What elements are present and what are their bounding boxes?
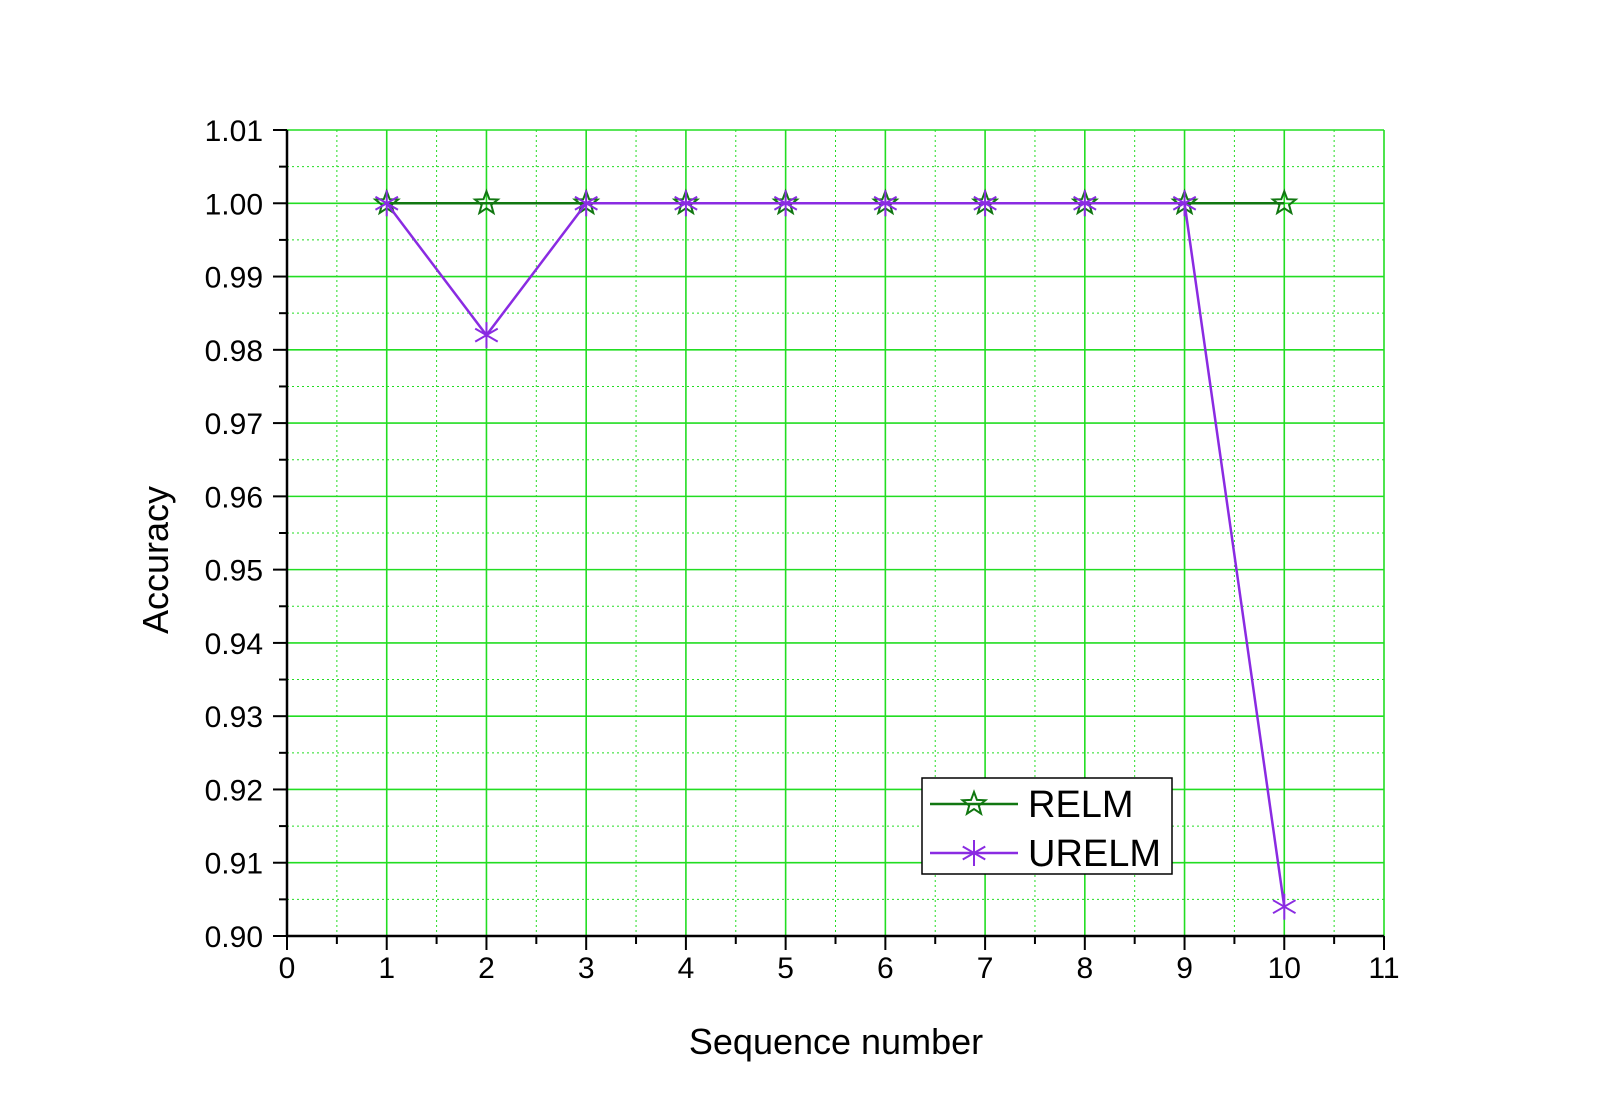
series-urelm [374, 190, 1297, 920]
urelm-point [674, 190, 698, 217]
y-tick-label: 0.94 [205, 628, 263, 661]
legend-box [921, 777, 1173, 875]
legend-label: RELM [1028, 784, 1134, 826]
asterisk-stroke [1272, 899, 1297, 915]
y-tick-label: 1.00 [205, 188, 263, 221]
y-tick-label: 0.93 [205, 701, 263, 734]
x-tick-label: 3 [578, 952, 595, 985]
y-tick-label: 0.91 [205, 848, 263, 881]
x-tick-label: 9 [1176, 952, 1193, 985]
x-tick-label: 6 [877, 952, 894, 985]
urelm-point [1272, 893, 1297, 920]
asterisk-stroke [973, 195, 997, 211]
asterisk-stroke [374, 195, 399, 211]
legend-item-urelm: URELM [930, 833, 1161, 875]
urelm-point [1073, 190, 1097, 217]
asterisk-stroke [873, 195, 898, 211]
asterisk-stroke [773, 195, 798, 211]
y-tick-label: 0.97 [205, 408, 263, 441]
urelm-point [1172, 190, 1197, 217]
relm-point [472, 188, 501, 216]
y-tick-label: 0.98 [205, 335, 263, 368]
legend-urelm-marker [962, 840, 986, 866]
urelm-point [973, 190, 997, 217]
y-tick-label: 0.90 [205, 921, 263, 954]
urelm-point [773, 190, 798, 217]
legend-label: URELM [1028, 833, 1161, 875]
x-tick-label: 1 [378, 952, 395, 985]
x-tick-label: 7 [977, 952, 994, 985]
asterisk-stroke [474, 327, 499, 343]
x-tick-label: 11 [1368, 952, 1399, 985]
grid [287, 129, 1385, 936]
y-tick-label: 1.01 [205, 115, 263, 148]
x-tick-label: 8 [1076, 952, 1093, 985]
x-axis-title: Sequence number [689, 1021, 983, 1062]
asterisk-stroke [574, 195, 598, 211]
x-tick-label: 0 [279, 952, 296, 985]
urelm-line [385, 202, 1286, 907]
asterisk-stroke [962, 845, 986, 861]
y-tick-label: 0.96 [205, 481, 263, 514]
x-tick-label: 2 [478, 952, 495, 985]
legend-relm-marker [959, 789, 989, 817]
x-tick-label: 4 [678, 952, 695, 985]
y-tick-label: 0.92 [205, 774, 263, 807]
legend-item-relm: RELM [930, 784, 1134, 826]
y-tick-label: 0.99 [205, 262, 263, 295]
legend: RELM URELM [921, 777, 1173, 875]
urelm-point [374, 190, 399, 217]
asterisk-stroke [1172, 195, 1197, 211]
urelm-point [474, 322, 499, 349]
relm-point [1270, 188, 1299, 216]
series-layer [372, 188, 1299, 920]
asterisk-stroke [1073, 195, 1097, 211]
x-tick-label: 5 [777, 952, 794, 985]
y-tick-label: 0.95 [205, 555, 263, 588]
y-axis-title: Accuracy [135, 486, 176, 634]
urelm-point [873, 190, 898, 217]
asterisk-stroke [674, 195, 698, 211]
x-tick-label: 10 [1268, 952, 1301, 985]
axes: 0 1 2 3 4 5 6 7 8 9 10 11 0.90 0.91 0.92 0.93 0.94 0.95 0.… [205, 115, 1400, 985]
urelm-point [574, 190, 598, 217]
